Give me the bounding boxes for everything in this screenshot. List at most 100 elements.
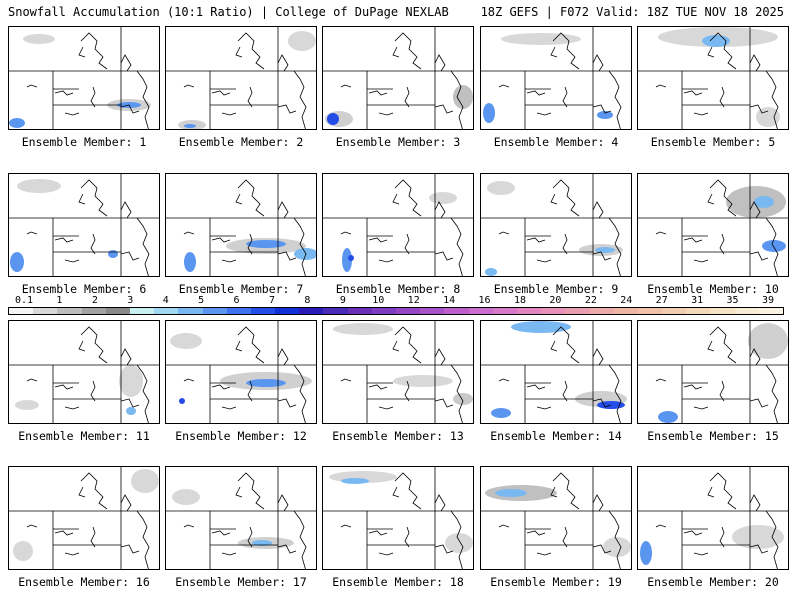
member-map-panel bbox=[165, 320, 317, 424]
colorbar-tick-label: 8 bbox=[304, 295, 311, 306]
snowfall-map bbox=[481, 27, 631, 129]
snowfall-map bbox=[9, 467, 159, 569]
snowfall-map bbox=[481, 467, 631, 569]
colorbar-segment bbox=[758, 308, 783, 314]
member-caption: Ensemble Member: 16 bbox=[18, 575, 150, 589]
colorbar-segment bbox=[154, 308, 179, 314]
colorbar-tick-label: 3 bbox=[127, 295, 134, 306]
colorbar-segment bbox=[275, 308, 300, 314]
colorbar-tick-label: 2 bbox=[91, 295, 98, 306]
member-map-panel bbox=[165, 466, 317, 570]
snowfall-map bbox=[166, 467, 316, 569]
snowfall-map bbox=[323, 321, 473, 423]
snowfall-map bbox=[166, 321, 316, 423]
member-map-panel bbox=[8, 173, 160, 277]
colorbar-tick-label: 22 bbox=[584, 295, 597, 306]
snowfall-map bbox=[9, 174, 159, 276]
snowfall-map bbox=[638, 27, 788, 129]
snowfall-map bbox=[638, 467, 788, 569]
colorbar-tick-label: 39 bbox=[761, 295, 775, 306]
colorbar-segment bbox=[226, 308, 251, 314]
colorbar-tick-label: 16 bbox=[478, 295, 491, 306]
member-caption: Ensemble Member: 17 bbox=[175, 575, 307, 589]
colorbar-tick-label: 9 bbox=[339, 295, 346, 306]
colorbar-segment bbox=[323, 308, 348, 314]
colorbar-tick-label: 12 bbox=[407, 295, 420, 306]
colorbar-segment bbox=[178, 308, 203, 314]
colorbar-tick-label: 14 bbox=[443, 295, 456, 306]
colorbar-tick-label: 20 bbox=[549, 295, 562, 306]
colorbar-segment bbox=[613, 308, 638, 314]
colorbar-tick-label: 7 bbox=[268, 295, 276, 306]
snowfall-map bbox=[166, 174, 316, 276]
colorbar-segment bbox=[734, 308, 759, 314]
member-caption: Ensemble Member: 7 bbox=[178, 282, 304, 296]
colorbar-tick-label: 0.1 bbox=[14, 295, 34, 306]
colorbar-segment bbox=[9, 308, 34, 314]
member-map-panel bbox=[8, 26, 160, 130]
snowfall-map bbox=[481, 174, 631, 276]
member-map-panel bbox=[480, 173, 632, 277]
snowfall-map bbox=[9, 27, 159, 129]
member-map-panel bbox=[165, 26, 317, 130]
colorbar-tick-label: 10 bbox=[372, 295, 385, 306]
colorbar-tick-label: 35 bbox=[726, 295, 739, 306]
member-caption: Ensemble Member: 19 bbox=[490, 575, 622, 589]
snowfall-map bbox=[323, 467, 473, 569]
member-caption: Ensemble Member: 10 bbox=[647, 282, 779, 296]
member-map-panel bbox=[637, 320, 789, 424]
member-map-panel bbox=[480, 320, 632, 424]
member-caption: Ensemble Member: 6 bbox=[21, 282, 147, 296]
colorbar-tick-label: 18 bbox=[513, 295, 527, 306]
product-title: Snowfall Accumulation (10:1 Ratio) | Col… bbox=[8, 5, 449, 19]
colorbar-tick-label: 6 bbox=[233, 295, 240, 306]
member-caption: Ensemble Member: 8 bbox=[335, 282, 461, 296]
colorbar-segment bbox=[250, 308, 276, 314]
snowfall-map bbox=[166, 27, 316, 129]
colorbar-segment bbox=[444, 308, 469, 314]
colorbar-segment bbox=[468, 308, 493, 314]
snowfall-map bbox=[9, 321, 159, 423]
colorbar-segment bbox=[637, 308, 663, 314]
member-map-panel bbox=[322, 26, 474, 130]
snowfall-map bbox=[638, 321, 788, 423]
valid-time: 18Z GEFS | F072 Valid: 18Z TUE NOV 18 20… bbox=[480, 5, 784, 19]
snowfall-map bbox=[323, 174, 473, 276]
colorbar-segment bbox=[516, 308, 542, 314]
member-caption: Ensemble Member: 11 bbox=[18, 429, 150, 443]
snowfall-map bbox=[481, 321, 631, 423]
member-caption: Ensemble Member: 9 bbox=[493, 282, 619, 296]
colorbar-segment bbox=[396, 308, 421, 314]
member-caption: Ensemble Member: 18 bbox=[332, 575, 464, 589]
member-caption: Ensemble Member: 15 bbox=[647, 429, 779, 443]
member-map-panel bbox=[637, 466, 789, 570]
member-map-panel bbox=[165, 173, 317, 277]
member-map-panel bbox=[637, 173, 789, 277]
colorbar-tick-label: 27 bbox=[655, 295, 668, 306]
colorbar-segment bbox=[420, 308, 445, 314]
colorbar-segment bbox=[541, 308, 566, 314]
colorbar-segment bbox=[202, 308, 227, 314]
member-map-panel bbox=[322, 173, 474, 277]
member-caption: Ensemble Member: 3 bbox=[335, 135, 461, 149]
member-map-panel bbox=[322, 320, 474, 424]
colorbar-tick-label: 1 bbox=[56, 295, 63, 306]
member-map-panel bbox=[8, 466, 160, 570]
member-caption: Ensemble Member: 2 bbox=[178, 135, 304, 149]
colorbar-segment bbox=[371, 308, 396, 314]
header: Snowfall Accumulation (10:1 Ratio) | Col… bbox=[0, 0, 800, 22]
member-caption: Ensemble Member: 13 bbox=[332, 429, 464, 443]
member-caption: Ensemble Member: 4 bbox=[493, 135, 619, 149]
colorbar-segment bbox=[492, 308, 517, 314]
member-caption: Ensemble Member: 1 bbox=[21, 135, 147, 149]
colorbar-tick-label: 31 bbox=[691, 295, 704, 306]
member-map-panel bbox=[8, 320, 160, 424]
member-caption: Ensemble Member: 12 bbox=[175, 429, 307, 443]
member-map-panel bbox=[480, 466, 632, 570]
colorbar-segment bbox=[347, 308, 372, 314]
colorbar-segment bbox=[105, 308, 130, 314]
colorbar-tick-label: 5 bbox=[198, 295, 205, 306]
colorbar-segment bbox=[686, 308, 711, 314]
colorbar-scale bbox=[8, 307, 784, 315]
member-map-panel bbox=[637, 26, 789, 130]
